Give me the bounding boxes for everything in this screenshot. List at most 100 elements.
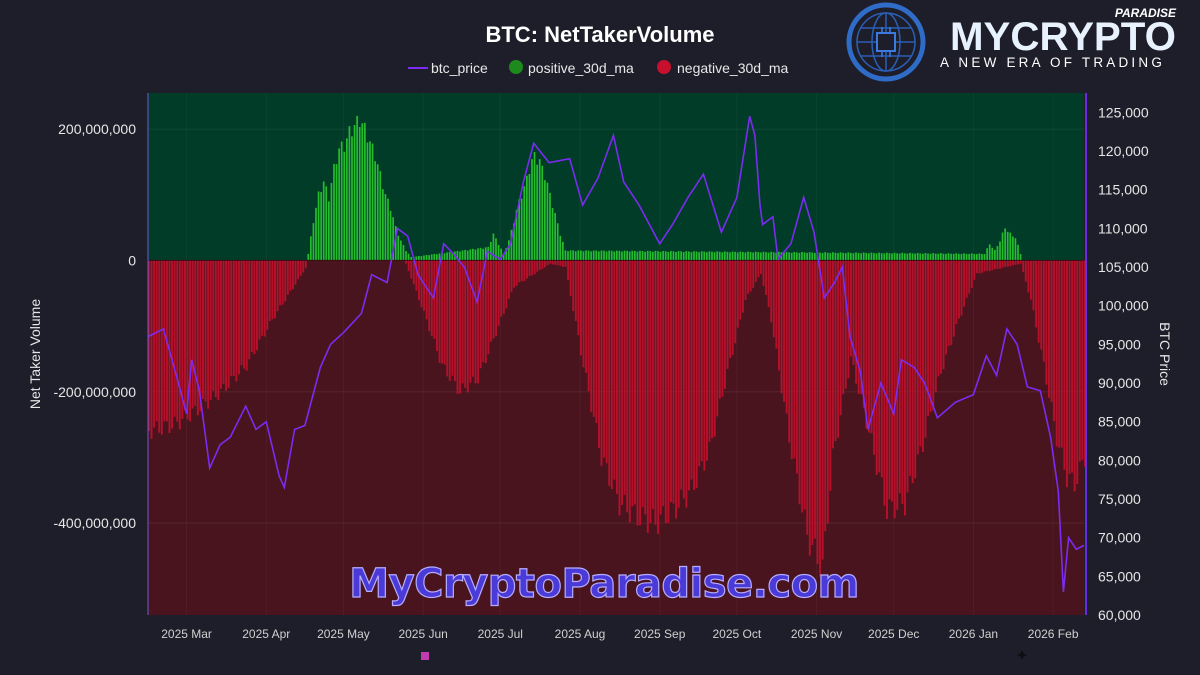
negative-bar [533, 260, 536, 275]
positive-bar [520, 198, 523, 261]
negative-bar [934, 260, 937, 393]
negative-bar [479, 260, 482, 369]
negative-bar [1073, 260, 1076, 492]
negative-bar [1035, 260, 1038, 328]
negative-bar [878, 260, 881, 473]
positive-bar [731, 251, 734, 261]
positive-bar [544, 180, 546, 261]
negative-bar [932, 260, 935, 411]
positive-bar [330, 183, 333, 261]
negative-bar [225, 260, 228, 391]
positive-bar [333, 163, 335, 261]
negative-bar [1017, 260, 1020, 265]
positive-bar [428, 255, 430, 261]
legend-item-negative[interactable]: negative_30d_ma [657, 60, 789, 76]
negative-bar [829, 260, 832, 491]
positive-bar [873, 253, 875, 261]
positive-bar [448, 251, 451, 261]
negative-bar [1032, 260, 1035, 311]
negative-bar [600, 260, 603, 466]
y2-tick-label: 120,000 [1098, 143, 1149, 159]
y2-tick-label: 70,000 [1098, 530, 1141, 546]
negative-bar [423, 260, 426, 311]
positive-bar [587, 250, 590, 261]
positive-bar [811, 252, 814, 261]
positive-bar [814, 252, 816, 261]
positive-bar [757, 252, 760, 261]
negative-bar [587, 260, 590, 392]
positive-bar [706, 252, 708, 261]
negative-bar [860, 260, 863, 395]
negative-bar [986, 260, 989, 271]
negative-bar [1078, 260, 1081, 462]
negative-bar [274, 260, 276, 319]
negative-bar [808, 260, 811, 556]
negative-bar [929, 260, 932, 412]
positive-bar [721, 252, 724, 261]
positive-bar [495, 238, 497, 261]
legend-item-positive[interactable]: positive_30d_ma [509, 60, 634, 76]
negative-bar [744, 260, 747, 300]
negative-bar [446, 260, 449, 377]
negative-bar [556, 260, 559, 266]
positive-bar [631, 250, 634, 261]
negative-bar [811, 260, 814, 546]
negative-bar [1001, 260, 1004, 268]
x-tick-label: 2026 Jan [949, 627, 998, 641]
positive-bar [965, 253, 968, 261]
y2-axis-ticks: 125,000 120,000 115,000 110,000 105,000 100,0… [1098, 104, 1149, 623]
negative-bar [150, 260, 153, 439]
positive-bar [880, 253, 883, 261]
negative-bar [760, 260, 762, 274]
positive-bar [433, 253, 436, 261]
negative-bar [677, 260, 680, 508]
negative-bar [796, 260, 798, 474]
negative-bar [562, 260, 564, 267]
positive-bar [682, 252, 685, 261]
positive-bar [819, 252, 821, 261]
positive-bar [361, 123, 364, 261]
chart-title: BTC: NetTakerVolume [485, 22, 714, 47]
negative-bar [703, 260, 706, 471]
positive-bar [703, 251, 706, 261]
negative-bar [438, 260, 441, 363]
negative-bar [729, 260, 732, 358]
negative-bar [706, 260, 708, 461]
negative-bar [564, 260, 567, 267]
positive-bar [423, 255, 425, 261]
positive-bar [929, 253, 932, 261]
positive-bar [958, 253, 960, 261]
positive-bar [549, 192, 551, 261]
negative-bar [430, 260, 433, 336]
negative-bar [952, 260, 955, 337]
positive-bar [523, 186, 526, 261]
positive-bar [654, 250, 657, 261]
negative-bar [173, 260, 176, 417]
negative-bar [893, 260, 896, 519]
negative-bar [580, 260, 582, 356]
negative-bar [1019, 260, 1022, 264]
positive-bar [371, 143, 374, 261]
negative-bar [230, 260, 233, 377]
negative-bar [441, 260, 444, 364]
negative-bar [652, 260, 654, 510]
negative-bar [618, 260, 621, 516]
positive-bar [739, 251, 742, 261]
legend-item-btc-price[interactable]: btc_price [408, 60, 488, 76]
x-tick-label: 2025 Nov [791, 627, 842, 641]
negative-bar [176, 260, 179, 422]
positive-bar [335, 164, 338, 261]
negative-bar [852, 260, 855, 365]
positive-bar [672, 251, 675, 261]
negative-bar [911, 260, 914, 484]
negative-bar [731, 260, 734, 355]
sparkle-icon [1017, 650, 1027, 660]
negative-bar [772, 260, 775, 338]
negative-bar [297, 260, 300, 280]
negative-bar [726, 260, 729, 369]
positive-bar [556, 223, 559, 261]
negative-bar [1050, 260, 1053, 402]
positive-bar [788, 252, 790, 261]
negative-bar [919, 260, 922, 447]
positive-bar [502, 253, 505, 261]
